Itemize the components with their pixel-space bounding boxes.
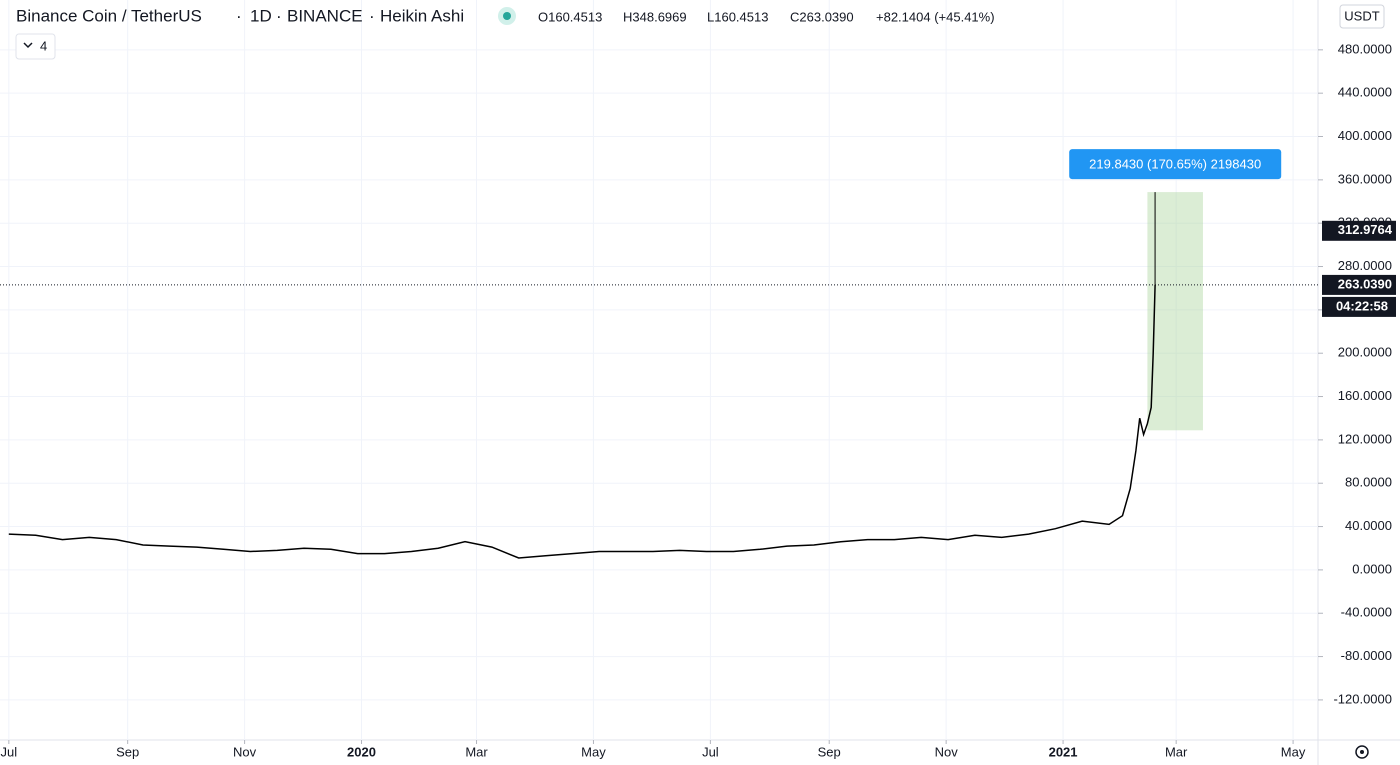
axes: -120.0000 -80.0000 -40.0000 0.0000 40.0000 80… (1, 41, 1396, 759)
y-tick-label: 360.0000 (1338, 171, 1392, 186)
x-tick-label: Nov (935, 744, 959, 759)
exchange: BINANCE (287, 6, 363, 25)
y-tick-label: 40.0000 (1345, 518, 1392, 533)
x-tick-label: Nov (233, 744, 257, 759)
y-tick-label: 280.0000 (1338, 258, 1392, 273)
y-tick-label: 160.0000 (1338, 388, 1392, 403)
price-line (8, 284, 1156, 559)
separator: · (369, 6, 375, 25)
low: L160.4513 (707, 9, 768, 24)
measure-label-bg (1069, 149, 1282, 180)
chevron (23, 42, 33, 49)
price-axis (1318, 0, 1400, 765)
x-tick-label: Sep (116, 744, 139, 759)
settings-icon[interactable] (1355, 745, 1369, 759)
separator: · (276, 6, 282, 25)
price-label-bg (1322, 274, 1396, 295)
legend-header: Binance Coin / TetherUS · 1D · BINANCE ·… (15, 4, 1385, 759)
price-label-bg (1322, 220, 1396, 241)
measure-range (1147, 192, 1203, 431)
y-tick-label: 0.0000 (1352, 561, 1392, 576)
status-dot (503, 12, 511, 20)
y-tick-label: 120.0000 (1338, 431, 1392, 446)
indicator-count: 4 (40, 38, 47, 53)
gear (1355, 745, 1369, 759)
y-tick-label: -40.0000 (1341, 605, 1392, 620)
interval: 1D (250, 6, 272, 25)
y-tick-label: 480.0000 (1338, 41, 1392, 56)
x-tick-label: Jul (1, 744, 18, 759)
y-tick-label: 400.0000 (1338, 128, 1392, 143)
countdown: 04:22:58 (1336, 298, 1388, 313)
plot: 219.8430 (170.65%) 2198430 (0, 149, 1318, 559)
x-tick-label: Mar (465, 744, 488, 759)
x-tick-label: 2020 (347, 744, 376, 759)
y-tick-label: -80.0000 (1341, 648, 1392, 663)
x-tick-label: Sep (818, 744, 841, 759)
grid (0, 0, 1318, 740)
y-tick-label: 440.0000 (1338, 85, 1392, 100)
x-tick-label: May (1281, 744, 1306, 759)
x-tick-label: Jul (702, 744, 719, 759)
separator: · (236, 6, 242, 25)
measure-label: 219.8430 (170.65%) 2198430 (1089, 157, 1261, 172)
price-label: 263.0390 (1338, 276, 1392, 291)
y-tick-label: 200.0000 (1338, 345, 1392, 360)
currency-button[interactable] (1339, 4, 1385, 29)
y-tick-label: -120.0000 (1333, 691, 1392, 706)
close: C263.0390 (790, 9, 854, 24)
style: Heikin Ashi (380, 6, 464, 25)
open: O160.4513 (538, 9, 602, 24)
x-tick-label: 2021 (1049, 744, 1078, 759)
countdown-bg (1322, 296, 1396, 317)
indicators-toggle[interactable] (15, 33, 56, 60)
change: +82.1404 (+45.41%) (876, 9, 995, 24)
price-label: 312.9764 (1338, 222, 1393, 237)
currency: USDT (1344, 8, 1379, 23)
x-tick-label: Mar (1165, 744, 1188, 759)
x-tick-label: May (581, 744, 606, 759)
high: H348.6969 (623, 9, 687, 24)
gear (1360, 750, 1364, 754)
symbol: Binance Coin / TetherUS (16, 6, 202, 25)
y-tick-label: 80.0000 (1345, 475, 1392, 490)
